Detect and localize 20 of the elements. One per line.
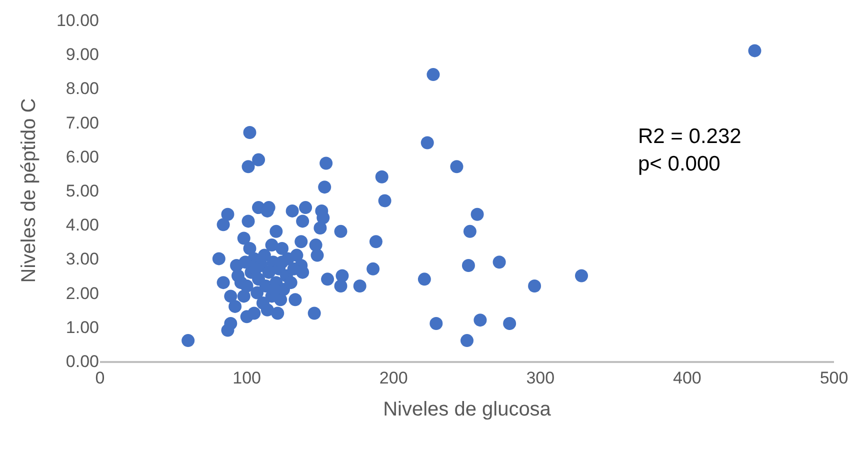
y-tick-label: 3.00 <box>66 250 99 269</box>
x-tick-label: 300 <box>526 368 555 388</box>
annotation: R2 = 0.232 p< 0.000 <box>638 125 742 176</box>
y-tick-label: 7.00 <box>66 113 99 132</box>
x-axis-title: Niveles de glucosa <box>383 398 552 420</box>
y-tick-label: 4.00 <box>66 216 99 235</box>
y-tick-label: 9.00 <box>66 45 99 64</box>
y-tick-label: 1.00 <box>66 318 99 337</box>
x-tick-label: 0 <box>95 368 105 388</box>
y-tick-label: 2.00 <box>66 284 99 303</box>
x-tick-label: 400 <box>673 368 702 388</box>
x-tick-label: 100 <box>232 368 261 388</box>
y-tick-label: 8.00 <box>66 79 99 98</box>
y-axis-title: Niveles de péptido C <box>18 98 40 283</box>
y-tick-label: 0.00 <box>66 352 99 371</box>
x-tick-label: 500 <box>820 368 848 388</box>
y-tick-label: 6.00 <box>66 147 99 166</box>
y-tick-label: 10.00 <box>56 10 99 30</box>
y-tick-label: 5.00 <box>66 181 99 200</box>
x-tick-label: 200 <box>379 368 408 388</box>
